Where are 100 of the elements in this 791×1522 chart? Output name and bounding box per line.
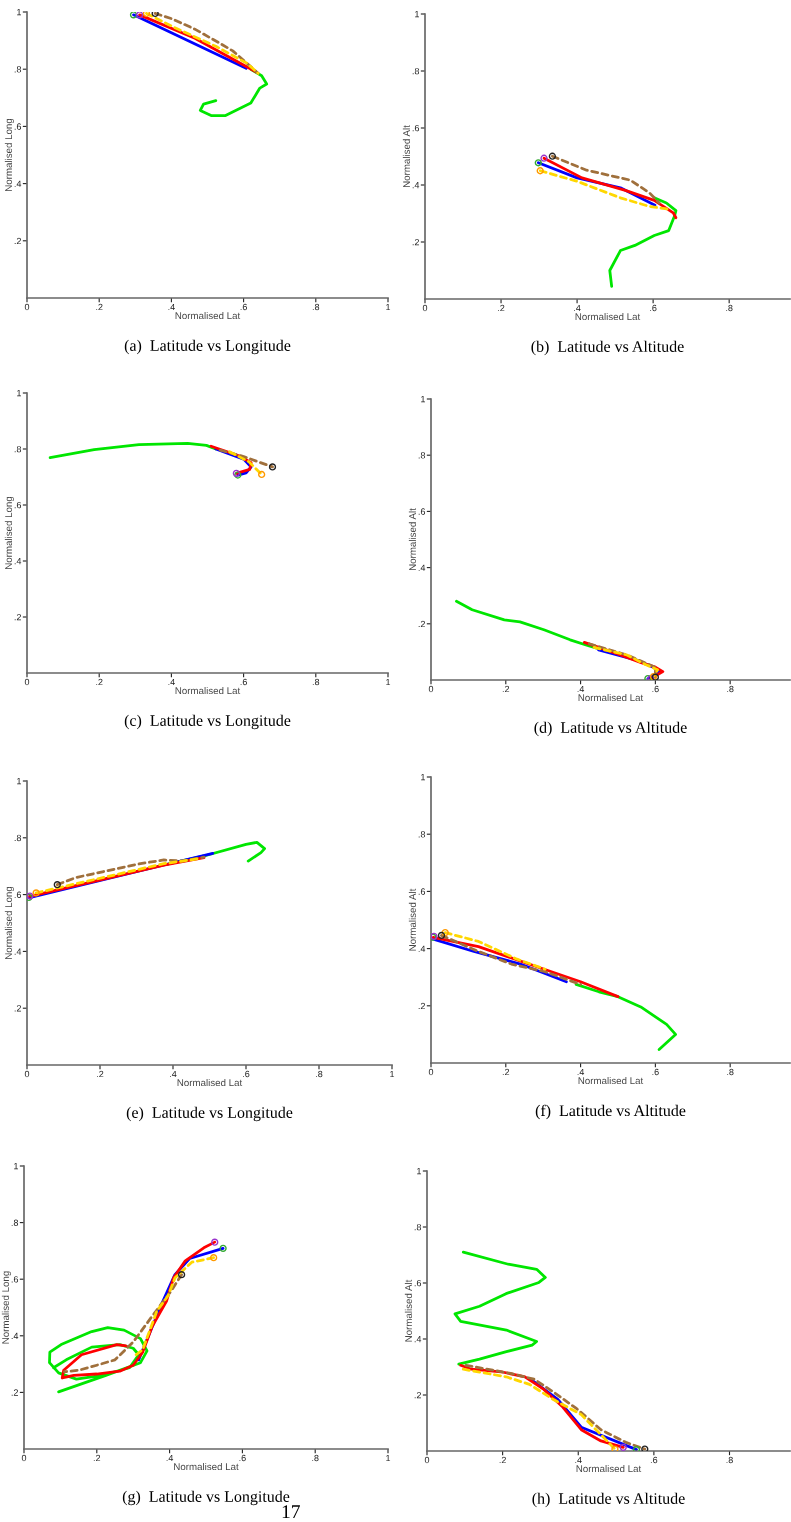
y-tick-label: .6 bbox=[414, 1279, 422, 1287]
y-tick-label: 1 bbox=[421, 774, 425, 781]
x-tick-label: .8 bbox=[726, 1456, 733, 1464]
y-tick-label: .8 bbox=[14, 445, 22, 453]
x-axis-title: Normalised Lat bbox=[177, 1078, 243, 1087]
y-axis-title: Normalised Long bbox=[4, 118, 14, 191]
y-tick-label: .2 bbox=[14, 1005, 21, 1012]
text: (a) Latitude vs Longitude bbox=[124, 339, 291, 355]
y-tick-label: .2 bbox=[14, 613, 21, 621]
x-tick-label: .4 bbox=[574, 304, 581, 312]
y-axis-title: Normalised Long bbox=[1, 1271, 11, 1344]
y-tick-label: .8 bbox=[14, 66, 22, 73]
x-axis-title: Normalised Lat bbox=[175, 311, 241, 320]
x-tick-label: 1 bbox=[386, 678, 391, 686]
y-tick-label: .8 bbox=[412, 67, 420, 75]
y-tick-label: .4 bbox=[414, 1336, 422, 1343]
x-tick-label: .6 bbox=[240, 678, 247, 686]
x-axis-title: Normalised Lat bbox=[578, 1076, 644, 1085]
x-tick-label: 0 bbox=[24, 678, 30, 686]
y-tick-label: .2 bbox=[11, 1389, 18, 1396]
y-tick-label: 1 bbox=[17, 390, 21, 397]
y-tick-label: .4 bbox=[11, 1332, 19, 1340]
y-tick-label: 1 bbox=[417, 1168, 421, 1175]
y-tick-label: .2 bbox=[418, 620, 425, 628]
text: (h) Latitude vs Altitude bbox=[532, 1492, 685, 1508]
x-tick-label: .6 bbox=[650, 304, 657, 312]
x-tick-label: .2 bbox=[498, 304, 505, 312]
text: 17 bbox=[282, 1505, 300, 1519]
y-axis-title: Normalised Long bbox=[4, 496, 14, 569]
x-tick-label: 1 bbox=[386, 1454, 391, 1462]
x-axis-title: Normalised Lat bbox=[576, 1464, 642, 1473]
x-tick-label: 0 bbox=[428, 685, 434, 693]
x-tick-label: 0 bbox=[24, 1070, 30, 1078]
x-tick-label: 1 bbox=[386, 303, 391, 311]
text: (f) Latitude vs Altitude bbox=[535, 1104, 686, 1120]
y-axis-title: Normalised Alt bbox=[402, 125, 410, 188]
text: (g) Latitude vs Longitude bbox=[122, 1490, 290, 1506]
y-tick-label: .8 bbox=[11, 1219, 19, 1226]
x-tick-label: .2 bbox=[502, 685, 510, 693]
x-axis-title: Normalised Lat bbox=[575, 312, 641, 321]
x-tick-label: .2 bbox=[502, 1068, 510, 1076]
y-tick-label: .4 bbox=[412, 182, 420, 189]
x-tick-label: 0 bbox=[422, 304, 428, 312]
x-tick-label: 0 bbox=[24, 303, 30, 311]
x-tick-label: .8 bbox=[312, 1454, 319, 1462]
y-tick-label: .6 bbox=[14, 891, 22, 898]
x-tick-label: 1 bbox=[390, 1070, 395, 1078]
x-tick-label: .6 bbox=[652, 685, 659, 693]
text: (d) Latitude vs Altitude bbox=[534, 721, 687, 737]
x-tick-label: .4 bbox=[170, 1070, 177, 1078]
y-tick-label: .2 bbox=[412, 238, 419, 246]
y-axis-title: Normalised Alt bbox=[408, 888, 416, 951]
x-tick-label: .6 bbox=[650, 1456, 658, 1464]
x-tick-label: .8 bbox=[312, 303, 320, 311]
x-tick-label: 0 bbox=[428, 1068, 434, 1076]
y-axis-title: Normalised Alt bbox=[404, 1279, 412, 1342]
y-tick-label: .6 bbox=[14, 501, 22, 509]
x-tick-label: .2 bbox=[93, 1454, 101, 1462]
x-tick-label: .4 bbox=[168, 303, 175, 311]
x-tick-label: .4 bbox=[577, 685, 585, 693]
x-axis-title: Normalised Lat bbox=[578, 693, 644, 702]
y-tick-label: .6 bbox=[418, 888, 426, 895]
x-tick-label: .2 bbox=[96, 678, 103, 686]
x-tick-label: .6 bbox=[239, 1454, 246, 1462]
x-tick-label: .4 bbox=[168, 678, 175, 686]
x-tick-label: 0 bbox=[424, 1456, 430, 1464]
x-tick-label: .4 bbox=[577, 1068, 585, 1076]
y-tick-label: .4 bbox=[418, 564, 426, 571]
x-tick-label: .8 bbox=[726, 304, 733, 312]
y-tick-label: .6 bbox=[14, 123, 22, 130]
x-tick-label: .4 bbox=[575, 1456, 582, 1464]
x-axis-title: Normalised Lat bbox=[175, 686, 241, 695]
x-tick-label: .2 bbox=[499, 1456, 506, 1464]
y-tick-label: .4 bbox=[14, 948, 22, 955]
text: (b) Latitude vs Altitude bbox=[531, 340, 684, 356]
y-tick-label: .8 bbox=[414, 1223, 422, 1231]
y-tick-label: .4 bbox=[14, 558, 22, 565]
y-tick-label: .6 bbox=[418, 508, 426, 515]
x-axis-title: Normalised Lat bbox=[174, 1462, 239, 1471]
x-tick-label: .6 bbox=[240, 303, 247, 311]
x-tick-label: .4 bbox=[166, 1454, 174, 1462]
x-tick-label: 0 bbox=[21, 1454, 27, 1462]
y-tick-label: 1 bbox=[415, 11, 419, 18]
y-tick-label: .4 bbox=[14, 180, 22, 187]
y-tick-label: 1 bbox=[17, 9, 21, 16]
text: (c) Latitude vs Longitude bbox=[124, 714, 291, 730]
y-tick-label: 1 bbox=[14, 1163, 18, 1170]
y-tick-label: .6 bbox=[11, 1276, 19, 1283]
y-tick-label: .8 bbox=[418, 831, 426, 838]
y-tick-label: 1 bbox=[421, 396, 425, 403]
x-tick-label: .6 bbox=[652, 1068, 659, 1076]
x-tick-label: .8 bbox=[312, 678, 320, 686]
y-tick-label: .8 bbox=[418, 452, 426, 459]
y-tick-label: .6 bbox=[412, 124, 420, 132]
x-tick-label: .2 bbox=[96, 303, 103, 311]
x-tick-label: .2 bbox=[97, 1070, 104, 1078]
y-tick-label: .2 bbox=[414, 1391, 421, 1399]
y-tick-label: .2 bbox=[418, 1002, 425, 1010]
y-axis-title: Normalised Long bbox=[4, 886, 14, 959]
x-tick-label: .6 bbox=[243, 1070, 250, 1078]
